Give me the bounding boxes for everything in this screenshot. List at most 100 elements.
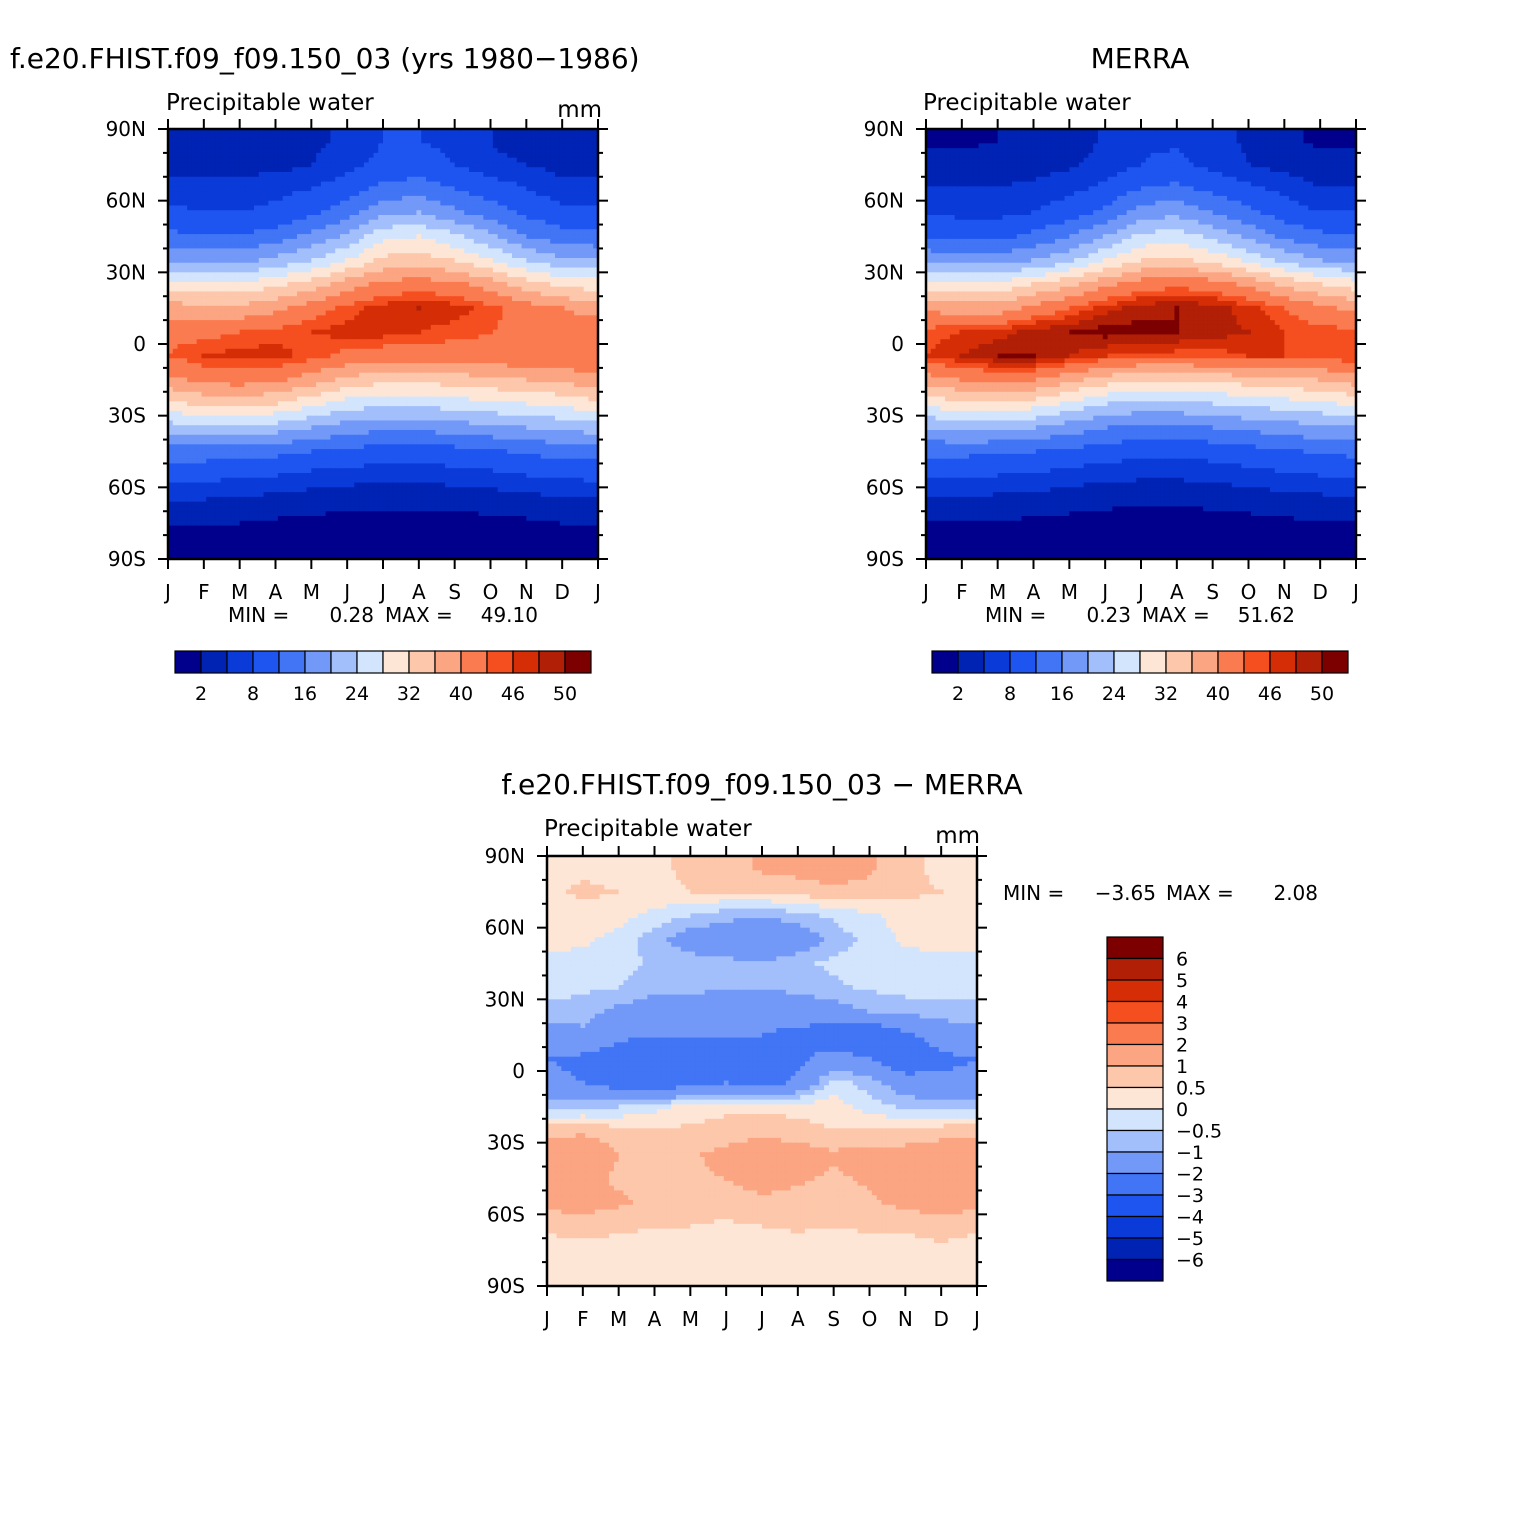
contour-cell (277, 339, 284, 345)
contour-cell (363, 367, 370, 374)
contour-cell (316, 258, 322, 264)
contour-cell (191, 162, 198, 168)
contour-cell (168, 315, 174, 321)
contour-cell (387, 143, 394, 149)
contour-cell (201, 200, 207, 207)
contour-cell (421, 143, 427, 149)
contour-cell (421, 344, 427, 350)
contour-cell (354, 234, 360, 240)
contour-cell (168, 157, 174, 164)
contour-cell (172, 200, 179, 207)
contour-cell (258, 315, 265, 321)
contour-cell (464, 272, 470, 278)
contour-cell (397, 382, 403, 388)
contour-cell (292, 277, 298, 283)
contour-cell (387, 305, 394, 312)
contour-cell (397, 281, 403, 288)
contour-cell (416, 129, 422, 135)
contour-cell (263, 143, 269, 149)
contour-cell (578, 281, 585, 288)
contour-cell (593, 253, 599, 259)
contour-cell (483, 296, 489, 302)
contour-cell (373, 258, 379, 264)
contour-cell (349, 353, 355, 359)
contour-cell (545, 339, 551, 345)
contour-cell (187, 234, 193, 240)
contour-cell (311, 238, 317, 245)
contour-cell (292, 339, 298, 345)
contour-cell (540, 353, 547, 359)
contour-cell (325, 138, 332, 144)
contour-cell (301, 267, 308, 273)
contour-cell (411, 205, 418, 211)
contour-cell (392, 315, 398, 321)
contour-cell (497, 301, 504, 307)
contour-cell (191, 310, 198, 316)
contour-cell (392, 229, 398, 235)
contour-cell (311, 258, 317, 264)
contour-cell (464, 372, 470, 379)
contour-cell (430, 210, 437, 216)
contour-cell (454, 387, 461, 393)
contour-cell (268, 315, 274, 321)
contour-cell (172, 344, 179, 350)
contour-cell (454, 143, 461, 149)
contour-cell (488, 138, 494, 144)
contour-cell (230, 363, 236, 369)
contour-cell (559, 372, 566, 379)
contour-cell (383, 348, 389, 355)
contour-cell (574, 167, 580, 173)
contour-cell (330, 320, 336, 326)
contour-cell (211, 248, 217, 254)
contour-cell (187, 138, 193, 144)
contour-cell (497, 272, 504, 278)
contour-cell (588, 339, 594, 345)
contour-cell (211, 195, 217, 202)
contour-cell (483, 234, 489, 240)
contour-cell (535, 186, 542, 192)
contour-cell (378, 167, 384, 173)
contour-cell (301, 167, 308, 173)
contour-cell (540, 238, 547, 245)
contour-cell (492, 281, 499, 288)
contour-cell (177, 277, 183, 283)
contour-cell (211, 267, 217, 273)
contour-cell (239, 372, 246, 379)
contour-cell (550, 320, 556, 326)
contour-cell (545, 157, 551, 164)
contour-cell (588, 267, 594, 273)
contour-cell (359, 329, 365, 336)
contour-cell (392, 138, 398, 144)
contour-cell (555, 162, 561, 168)
contour-cell (454, 215, 461, 221)
contour-cell (435, 234, 441, 240)
contour-cell (311, 301, 317, 307)
contour-cell (273, 301, 279, 307)
contour-cell (383, 191, 389, 197)
contour-cell (464, 339, 470, 345)
contour-cell (344, 310, 351, 316)
contour-cell (578, 243, 585, 250)
contour-cell (583, 296, 590, 302)
contour-cell (583, 339, 590, 345)
contour-cell (578, 195, 585, 202)
contour-cell (555, 195, 561, 202)
contour-cell (497, 234, 504, 240)
contour-cell (225, 344, 231, 350)
contour-cell (172, 176, 179, 183)
contour-cell (387, 358, 394, 364)
contour-cell (411, 329, 418, 336)
contour-cell (383, 186, 389, 192)
contour-cell (316, 353, 322, 359)
contour-cell (564, 277, 570, 283)
contour-cell (340, 148, 346, 154)
contour-cell (512, 296, 518, 302)
contour-cell (249, 262, 255, 269)
contour-cell (211, 344, 217, 350)
contour-cell (435, 267, 441, 273)
contour-cell (273, 363, 279, 369)
contour-cell (435, 133, 441, 140)
contour-cell (569, 296, 575, 302)
contour-cell (502, 224, 508, 230)
contour-cell (344, 195, 351, 202)
